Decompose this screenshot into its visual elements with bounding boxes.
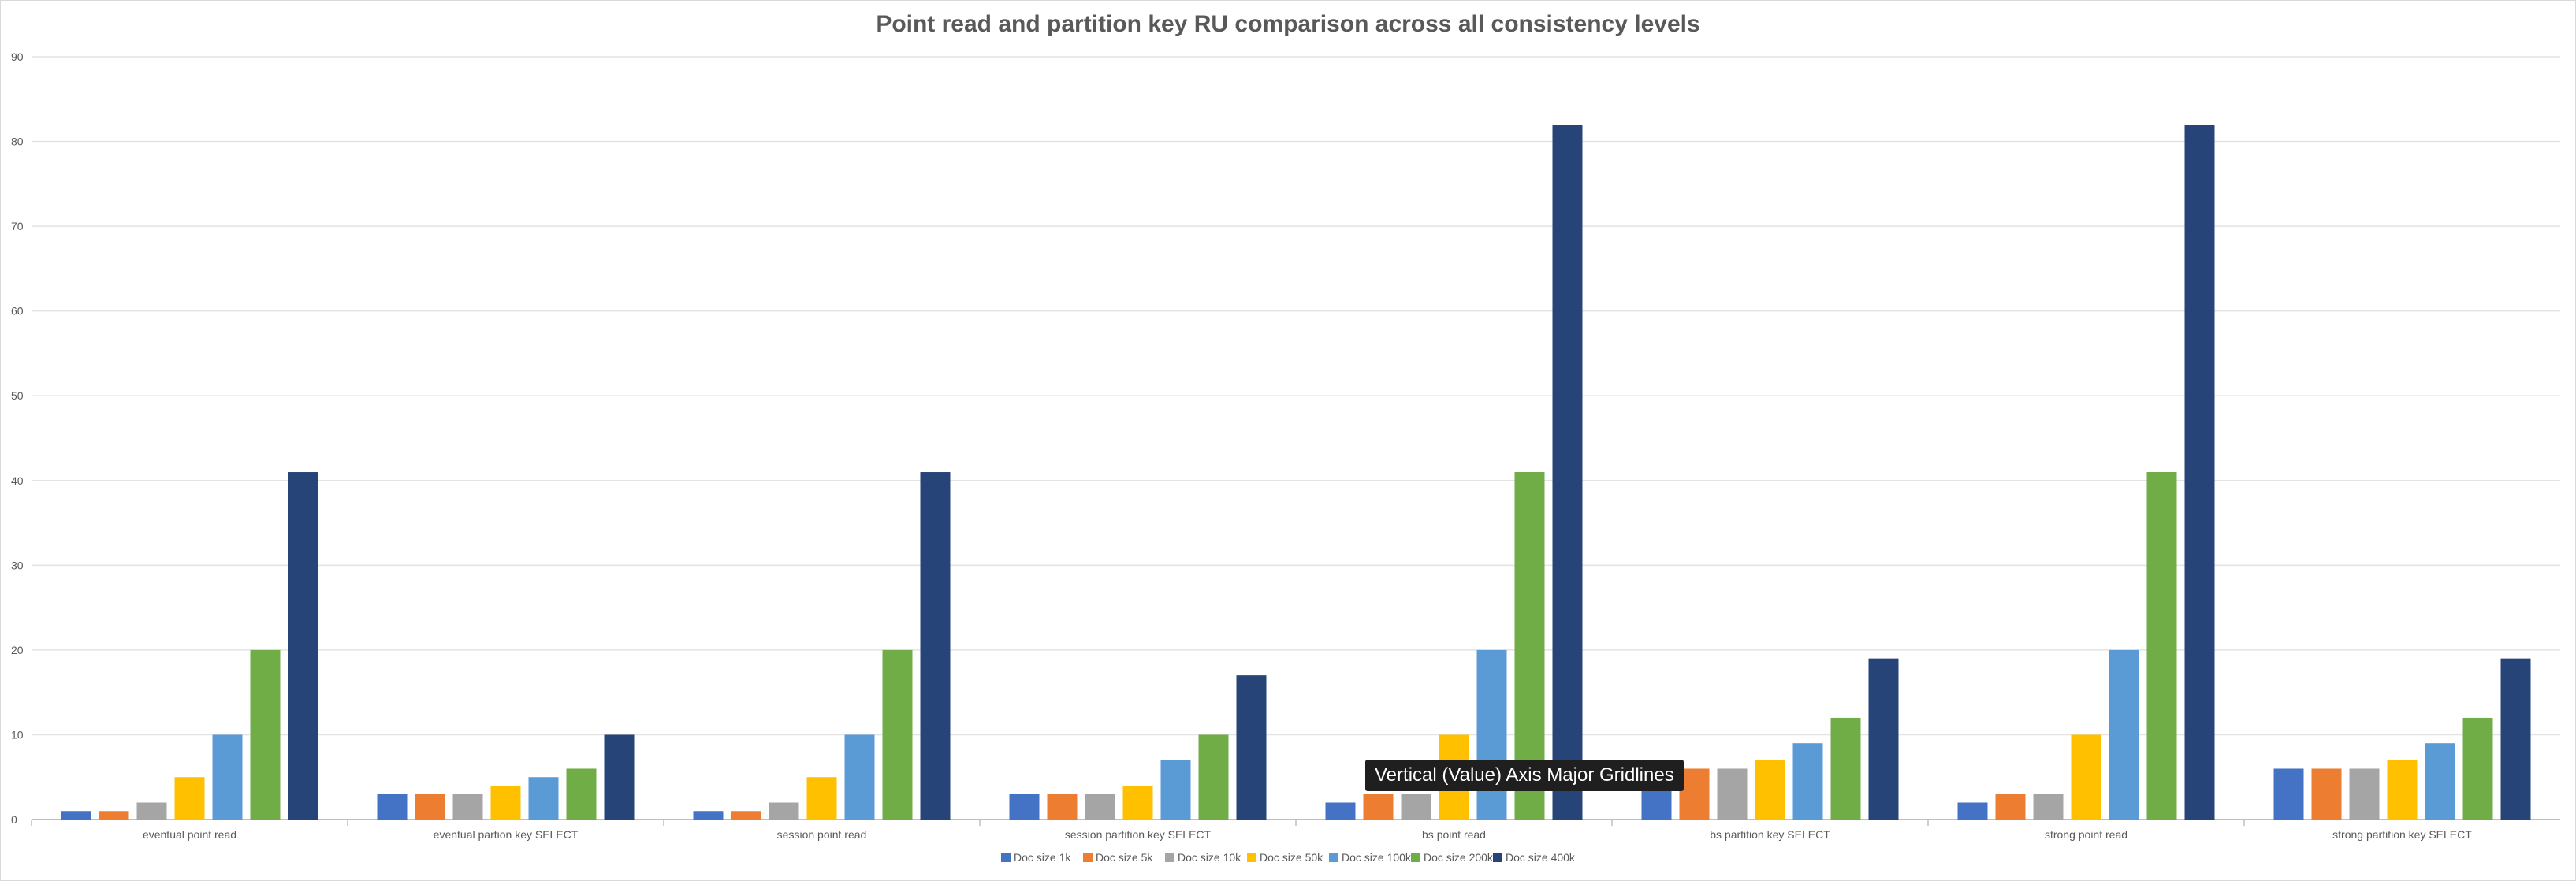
y-tick-label: 70: [11, 220, 24, 232]
bar[interactable]: [1325, 802, 1356, 820]
bar[interactable]: [769, 802, 799, 820]
bar[interactable]: [2109, 649, 2139, 820]
x-category-label: eventual partion key SELECT: [434, 828, 579, 841]
y-tick-label: 10: [11, 728, 24, 741]
y-tick-label: 90: [11, 50, 24, 63]
y-tick-label: 60: [11, 305, 24, 318]
legend-swatch: [1001, 853, 1011, 862]
bar[interactable]: [604, 734, 635, 820]
legend-swatch: [1493, 853, 1502, 862]
legend-swatch: [1247, 853, 1256, 862]
bar[interactable]: [1830, 717, 1861, 820]
legend-label[interactable]: Doc size 100k: [1342, 851, 1412, 864]
gridlines-tooltip: Vertical (Value) Axis Major Gridlines: [1365, 760, 1684, 791]
y-tick-label: 30: [11, 559, 24, 571]
bar[interactable]: [806, 777, 837, 820]
bar[interactable]: [844, 734, 875, 820]
bar[interactable]: [2500, 658, 2531, 820]
bar[interactable]: [2184, 125, 2215, 820]
x-category-label: strong point read: [2045, 828, 2127, 841]
bar[interactable]: [920, 472, 951, 820]
bar[interactable]: [528, 777, 559, 820]
x-category-label: eventual point read: [143, 828, 236, 841]
bar[interactable]: [1792, 743, 1823, 820]
bar[interactable]: [2033, 794, 2064, 820]
x-category-label: bs point read: [1422, 828, 1486, 841]
bar[interactable]: [566, 768, 597, 820]
legend-swatch: [1329, 853, 1338, 862]
x-category-label: session partition key SELECT: [1065, 828, 1212, 841]
legend-label[interactable]: Doc size 1k: [1014, 851, 1071, 864]
bar[interactable]: [2462, 717, 2493, 820]
bar[interactable]: [212, 734, 243, 820]
bar[interactable]: [1047, 794, 1078, 820]
bar[interactable]: [1957, 802, 1988, 820]
bar[interactable]: [1755, 760, 1785, 820]
bar[interactable]: [2146, 472, 2177, 820]
legend-label[interactable]: Doc size 200k: [1424, 851, 1494, 864]
bar[interactable]: [452, 794, 483, 820]
bar[interactable]: [2273, 768, 2304, 820]
bar[interactable]: [2349, 768, 2380, 820]
bar[interactable]: [2425, 743, 2455, 820]
x-category-label: bs partition key SELECT: [1710, 828, 1830, 841]
chart-title[interactable]: Point read and partition key RU comparis…: [876, 11, 1700, 37]
bar[interactable]: [288, 472, 318, 820]
bar[interactable]: [1085, 794, 1115, 820]
bar[interactable]: [2071, 734, 2101, 820]
bar[interactable]: [1476, 649, 1507, 820]
bar[interactable]: [1122, 785, 1153, 820]
bar[interactable]: [1009, 794, 1040, 820]
bar[interactable]: [1198, 734, 1229, 820]
legend-label[interactable]: Doc size 10k: [1178, 851, 1241, 864]
bar[interactable]: [99, 811, 129, 820]
bar[interactable]: [1363, 794, 1394, 820]
bar[interactable]: [136, 802, 167, 820]
bar[interactable]: [415, 794, 445, 820]
legend-label[interactable]: Doc size 400k: [1506, 851, 1576, 864]
y-tick-label: 20: [11, 644, 24, 656]
y-tick-label: 0: [11, 813, 17, 826]
bar[interactable]: [1236, 675, 1267, 820]
y-tick-label: 50: [11, 389, 24, 402]
bar[interactable]: [1401, 794, 1431, 820]
bar[interactable]: [1679, 768, 1710, 820]
bar[interactable]: [377, 794, 408, 820]
y-tick-label: 80: [11, 136, 24, 148]
legend-swatch: [1411, 853, 1420, 862]
bar[interactable]: [1552, 125, 1583, 820]
y-tick-label: 40: [11, 474, 24, 487]
bar[interactable]: [693, 811, 724, 820]
x-category-label: session point read: [777, 828, 867, 841]
legend-swatch: [1083, 853, 1093, 862]
bar[interactable]: [882, 649, 913, 820]
bar[interactable]: [731, 811, 761, 820]
bar[interactable]: [250, 649, 281, 820]
bar[interactable]: [1995, 794, 2026, 820]
legend-label[interactable]: Doc size 50k: [1260, 851, 1323, 864]
x-category-label: strong partition key SELECT: [2332, 828, 2472, 841]
bar[interactable]: [174, 777, 205, 820]
bar[interactable]: [61, 811, 91, 820]
bar[interactable]: [1160, 760, 1191, 820]
bar[interactable]: [1868, 658, 1899, 820]
bar[interactable]: [2387, 760, 2418, 820]
bar[interactable]: [2311, 768, 2342, 820]
legend-label[interactable]: Doc size 5k: [1096, 851, 1153, 864]
bar[interactable]: [490, 785, 521, 820]
bar[interactable]: [1717, 768, 1748, 820]
legend-swatch: [1165, 853, 1174, 862]
